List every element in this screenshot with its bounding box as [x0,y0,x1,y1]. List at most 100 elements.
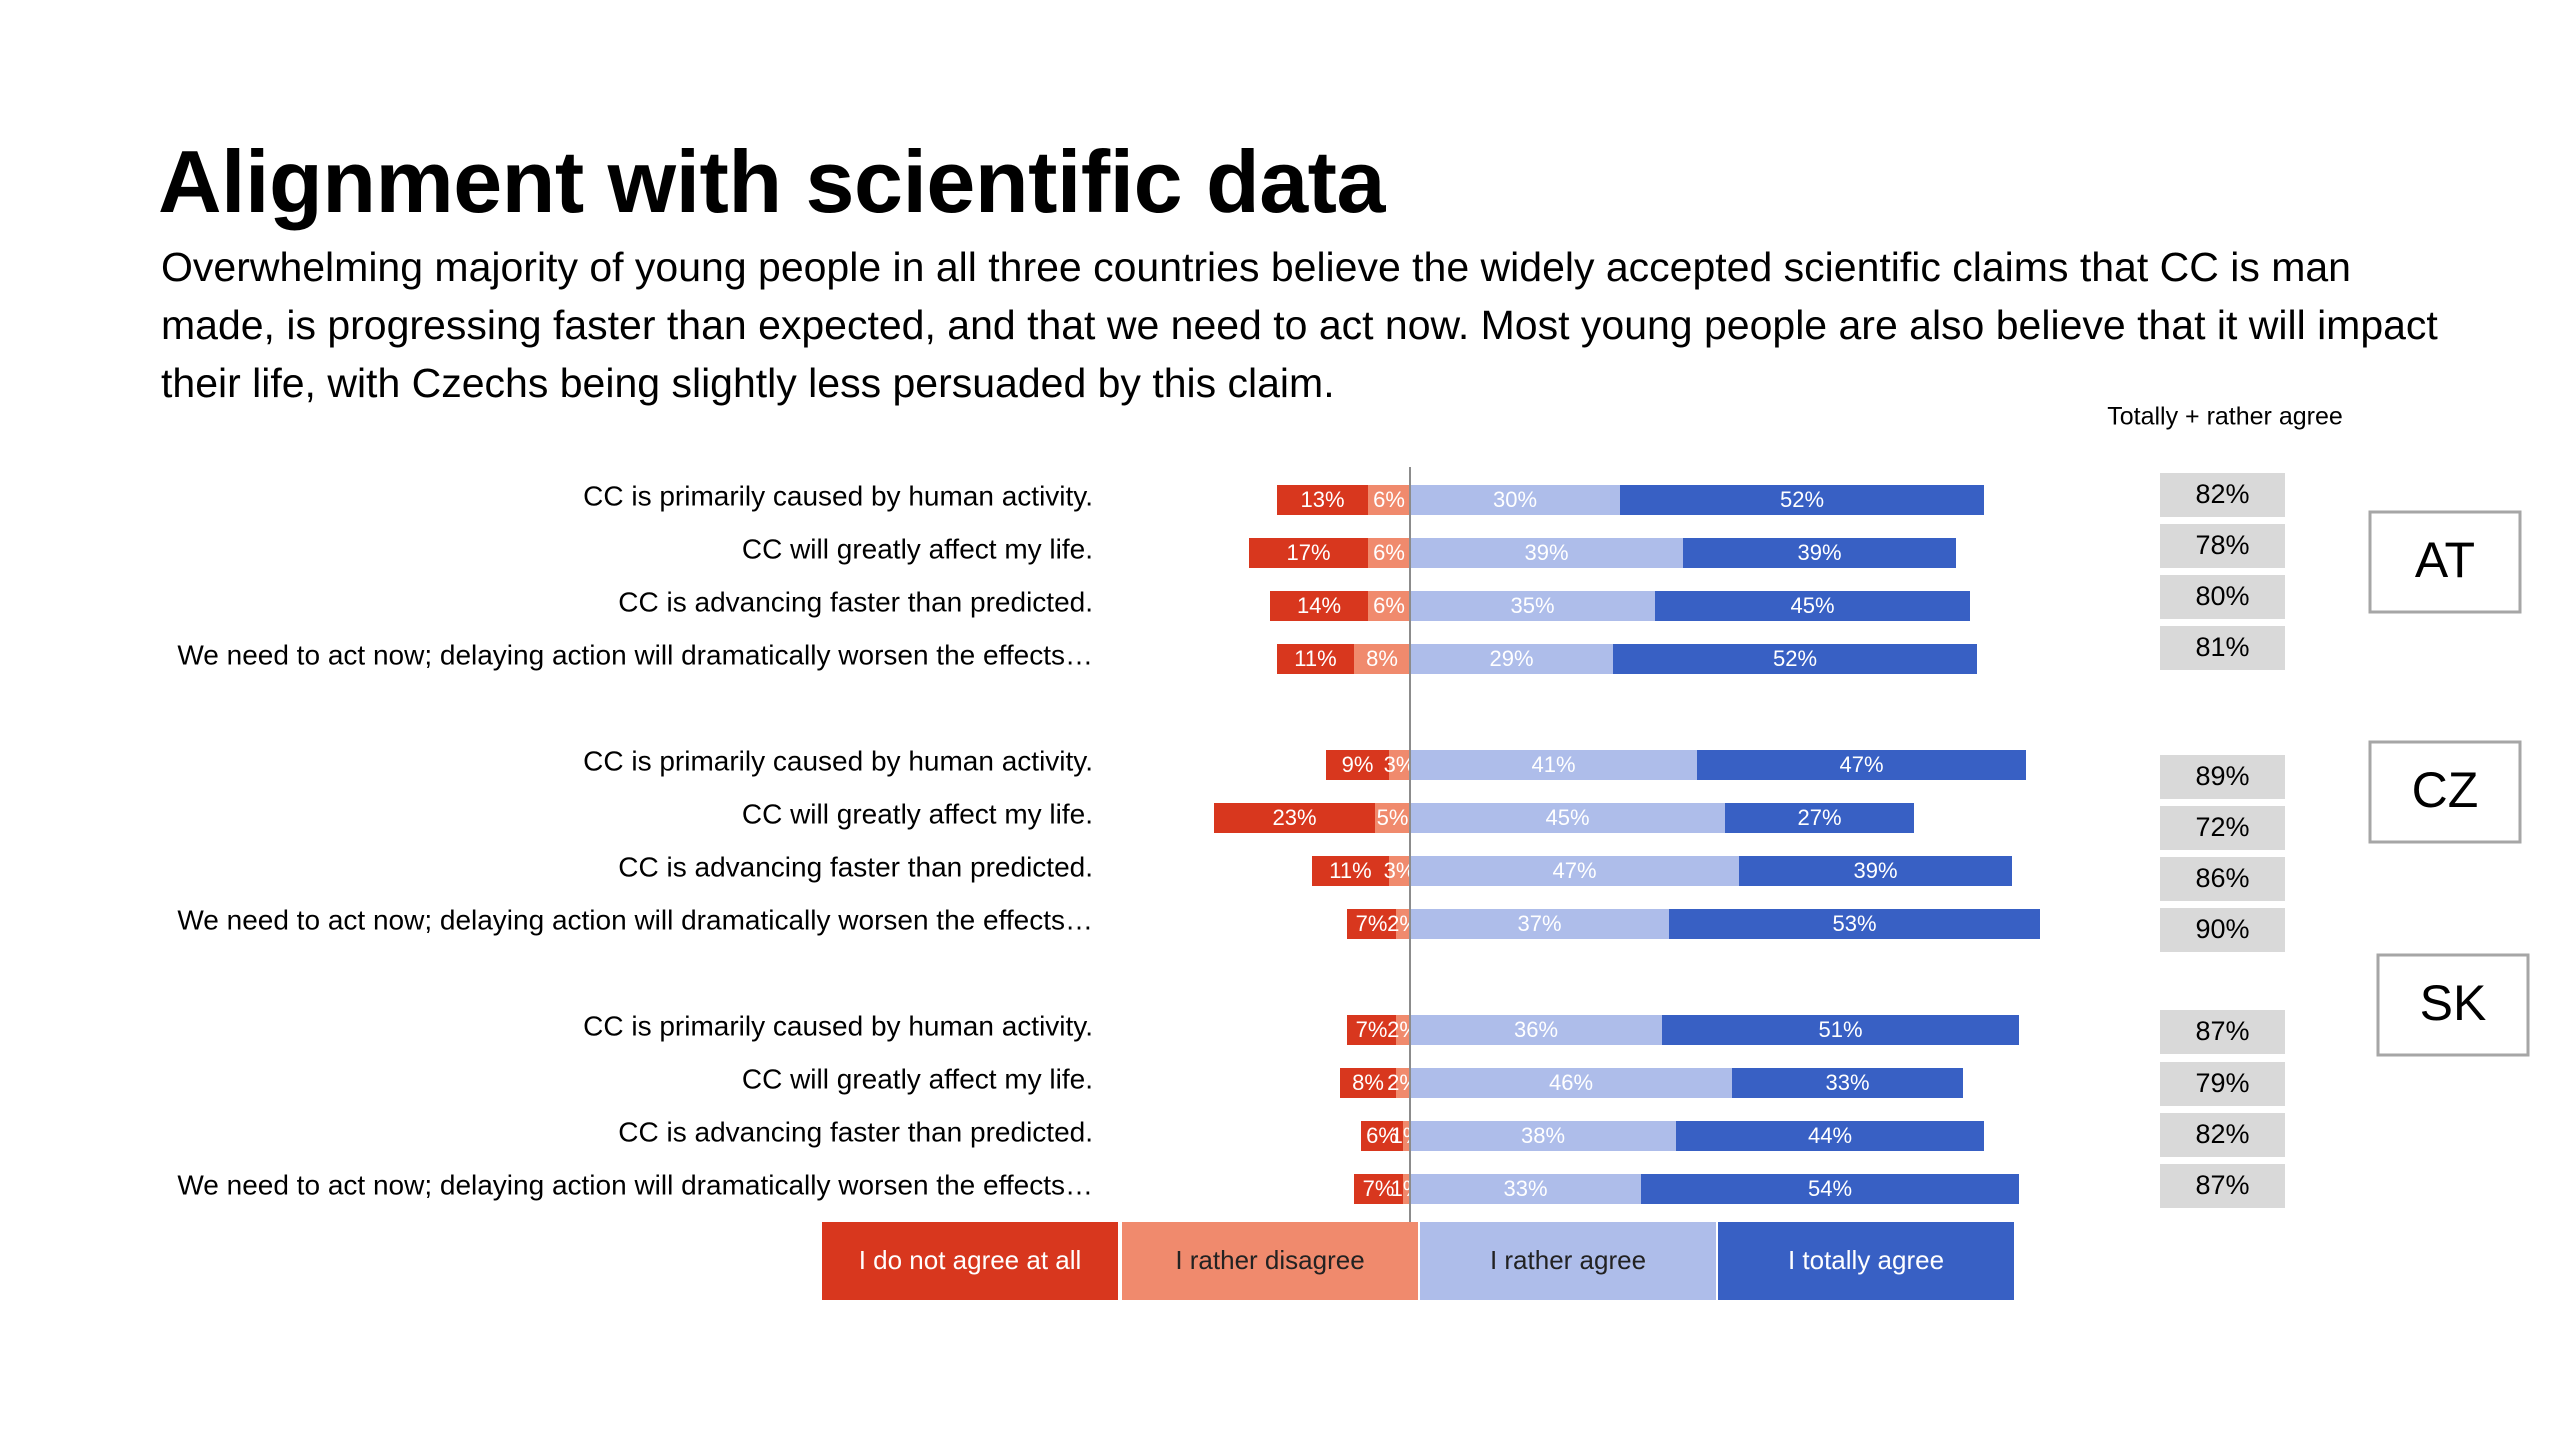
bar-segment-i-do-not-agree-at-all [1361,1121,1403,1151]
legend-label: I rather agree [1490,1245,1646,1275]
legend-label: I totally agree [1788,1245,1944,1275]
segment-value-label: 17% [1286,540,1330,565]
bar-segment-i-rather-disagree [1403,1121,1410,1151]
segment-value-label: 39% [1524,540,1568,565]
total-agree-value: 89% [2195,761,2249,791]
legend-swatch-i-totally-agree [1718,1222,2014,1300]
total-agree-value: 87% [2195,1170,2249,1200]
page-subtitle: Overwhelming majority of young people in… [161,244,2438,406]
bar-segment-i-totally-agree [1732,1068,1963,1098]
total-agree-box [2160,1113,2285,1157]
total-agree-box [2160,806,2285,850]
segment-value-label: 41% [1531,752,1575,777]
segment-value-label: 45% [1545,805,1589,830]
bar-segment-i-rather-agree [1410,538,1683,568]
bar-segment-i-rather-agree [1410,909,1669,939]
bar-segment-i-rather-disagree [1368,485,1410,515]
total-agree-value: 81% [2195,632,2249,662]
bar-segment-i-do-not-agree-at-all [1354,1174,1403,1204]
bar-segment-i-rather-disagree [1389,750,1410,780]
total-agree-value: 78% [2195,530,2249,560]
segment-value-label: 23% [1272,805,1316,830]
total-agree-value: 79% [2195,1068,2249,1098]
bar-segment-i-do-not-agree-at-all [1277,644,1354,674]
total-agree-value: 86% [2195,863,2249,893]
total-agree-value: 82% [2195,479,2249,509]
segment-value-label: 51% [1818,1017,1862,1042]
bar-segment-i-totally-agree [1662,1015,2019,1045]
bar-segment-i-rather-agree [1410,1068,1732,1098]
row-label: CC will greatly affect my life. [742,798,1093,829]
bar-segment-i-rather-agree [1410,1121,1676,1151]
total-agree-box [2160,524,2285,568]
row-label: CC is advancing faster than predicted. [618,1116,1093,1147]
segment-value-label: 33% [1825,1070,1869,1095]
segment-value-label: 47% [1839,752,1883,777]
row-label: CC is advancing faster than predicted. [618,586,1093,617]
row-label: CC is primarily caused by human activity… [583,745,1093,776]
country-box [2368,740,2522,844]
segment-value-label: 52% [1773,646,1817,671]
segment-value-label: 6% [1373,593,1405,618]
total-agree-box [2160,473,2285,517]
row-label: We need to act now; delaying action will… [177,1169,1093,1200]
bar-segment-i-do-not-agree-at-all [1312,856,1389,886]
bar-segment-i-do-not-agree-at-all [1347,909,1396,939]
bar-segment-i-do-not-agree-at-all [1326,750,1389,780]
bar-segment-i-rather-disagree [1396,1015,1410,1045]
bar-segment-i-rather-agree [1410,856,1739,886]
page-title: Alignment with scientific data [158,132,1385,231]
row-label: CC is primarily caused by human activity… [583,1010,1093,1041]
bar-segment-i-rather-agree [1410,1174,1641,1204]
total-agree-value: 80% [2195,581,2249,611]
segment-value-label: 39% [1853,858,1897,883]
total-agree-value: 82% [2195,1119,2249,1149]
row-label: CC will greatly affect my life. [742,533,1093,564]
total-agree-value: 72% [2195,812,2249,842]
segment-value-label: 36% [1514,1017,1558,1042]
segment-value-label: 47% [1552,858,1596,883]
segment-value-label: 6% [1373,487,1405,512]
total-agree-box [2160,908,2285,952]
country-box [2376,953,2530,1057]
total-agree-box [2160,857,2285,901]
bar-segment-i-rather-disagree [1368,538,1410,568]
bar-segment-i-rather-agree [1410,750,1697,780]
legend-swatch-i-do-not-agree-at-all [822,1222,1118,1300]
bar-segment-i-totally-agree [1655,591,1970,621]
segment-value-label: 33% [1503,1176,1547,1201]
total-agree-box [2160,1010,2285,1054]
legend-label: I rather disagree [1175,1245,1364,1275]
bar-segment-i-rather-agree [1410,803,1725,833]
total-agree-box [2160,755,2285,799]
bar-segment-i-rather-disagree [1389,856,1410,886]
total-agree-value: 87% [2195,1016,2249,1046]
segment-value-label: 11% [1329,858,1371,883]
segment-value-label: 8% [1366,646,1398,671]
segment-value-label: 7% [1356,911,1388,936]
bar-segment-i-do-not-agree-at-all [1347,1015,1396,1045]
total-agree-box [2160,1062,2285,1106]
row-label: CC will greatly affect my life. [742,1063,1093,1094]
segment-value-label: 5% [1377,805,1409,830]
total-agree-box [2160,575,2285,619]
bar-segment-i-totally-agree [1641,1174,2019,1204]
segment-value-label: 45% [1790,593,1834,618]
bar-segment-i-do-not-agree-at-all [1270,591,1368,621]
bar-segment-i-do-not-agree-at-all [1249,538,1368,568]
bar-segment-i-rather-disagree [1354,644,1410,674]
bar-segment-i-totally-agree [1725,803,1914,833]
bar-segment-i-totally-agree [1669,909,2040,939]
segment-value-label: 8% [1352,1070,1384,1095]
bar-segment-i-do-not-agree-at-all [1214,803,1375,833]
legend-swatch-i-rather-agree [1420,1222,1716,1300]
segment-value-label: 29% [1489,646,1533,671]
total-agree-value: 90% [2195,914,2249,944]
bar-segment-i-totally-agree [1697,750,2026,780]
bar-segment-i-rather-agree [1410,591,1655,621]
segment-value-label: 7% [1363,1176,1395,1201]
bar-segment-i-rather-disagree [1375,803,1410,833]
segment-value-label: 14% [1297,593,1341,618]
row-label: CC is primarily caused by human activity… [583,480,1093,511]
